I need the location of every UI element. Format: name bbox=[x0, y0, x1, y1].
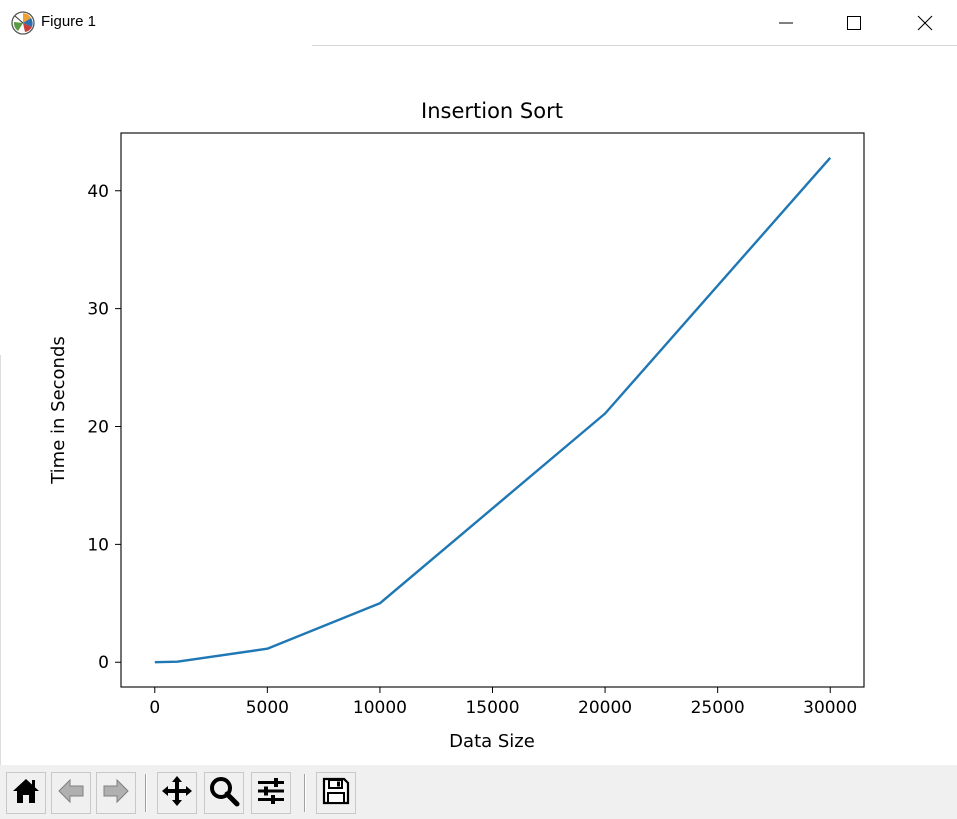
x-axis-ticks: 0 5000 10000 15000 20000 25000 30000 bbox=[149, 687, 857, 718]
x-tick-label: 0 bbox=[149, 698, 160, 718]
close-button[interactable] bbox=[902, 0, 948, 46]
title-bar[interactable]: Figure 1 bbox=[0, 0, 957, 46]
y-axis-label: Time in Seconds bbox=[48, 336, 69, 485]
close-icon bbox=[917, 15, 933, 31]
y-axis-ticks: 0 10 20 30 40 bbox=[87, 182, 121, 673]
y-tick-label: 40 bbox=[87, 182, 109, 202]
window-edge bbox=[0, 355, 1, 765]
y-tick-label: 10 bbox=[87, 535, 109, 555]
save-icon bbox=[321, 776, 351, 810]
y-tick-label: 0 bbox=[98, 653, 109, 673]
x-tick-label: 10000 bbox=[353, 698, 407, 718]
title-bar-divider bbox=[312, 45, 957, 46]
figure-canvas[interactable]: Insertion Sort 0 5000 10000 15000 20000 25000… bbox=[0, 46, 957, 764]
series-group bbox=[154, 157, 832, 664]
move-icon bbox=[161, 775, 193, 811]
home-icon bbox=[11, 776, 41, 810]
x-tick-label: 5000 bbox=[246, 698, 289, 718]
window-title: Figure 1 bbox=[41, 13, 97, 30]
minimize-icon bbox=[779, 16, 793, 30]
x-tick-label: 30000 bbox=[803, 698, 857, 718]
zoom-icon bbox=[208, 775, 240, 811]
forward-button[interactable] bbox=[96, 772, 136, 814]
y-tick-label: 20 bbox=[87, 418, 109, 438]
home-button[interactable] bbox=[6, 772, 46, 814]
navigation-toolbar bbox=[0, 765, 957, 819]
configure-subplots-button[interactable] bbox=[251, 772, 291, 814]
x-tick-label: 20000 bbox=[578, 698, 632, 718]
minimize-button[interactable] bbox=[763, 0, 809, 46]
sliders-icon bbox=[255, 775, 287, 811]
y-tick-label: 30 bbox=[87, 300, 109, 320]
forward-arrow-icon bbox=[101, 776, 131, 810]
pan-button[interactable] bbox=[157, 772, 197, 814]
plot-frame bbox=[120, 132, 865, 688]
x-axis-label: Data Size bbox=[449, 731, 535, 752]
toolbar-separator bbox=[145, 774, 147, 812]
zoom-button[interactable] bbox=[204, 772, 244, 814]
x-tick-label: 25000 bbox=[691, 698, 745, 718]
matplotlib-icon bbox=[10, 10, 36, 36]
chart-title: Insertion Sort bbox=[421, 99, 563, 123]
back-arrow-icon bbox=[56, 776, 86, 810]
toolbar-separator bbox=[304, 774, 306, 812]
x-tick-label: 15000 bbox=[465, 698, 519, 718]
back-button[interactable] bbox=[51, 772, 91, 814]
series-line bbox=[154, 157, 832, 664]
save-button[interactable] bbox=[316, 772, 356, 814]
line-chart[interactable]: Insertion Sort 0 5000 10000 15000 20000 25000… bbox=[0, 46, 957, 764]
maximize-button[interactable] bbox=[831, 0, 877, 46]
maximize-icon bbox=[847, 16, 861, 30]
plot-area[interactable] bbox=[121, 133, 864, 687]
